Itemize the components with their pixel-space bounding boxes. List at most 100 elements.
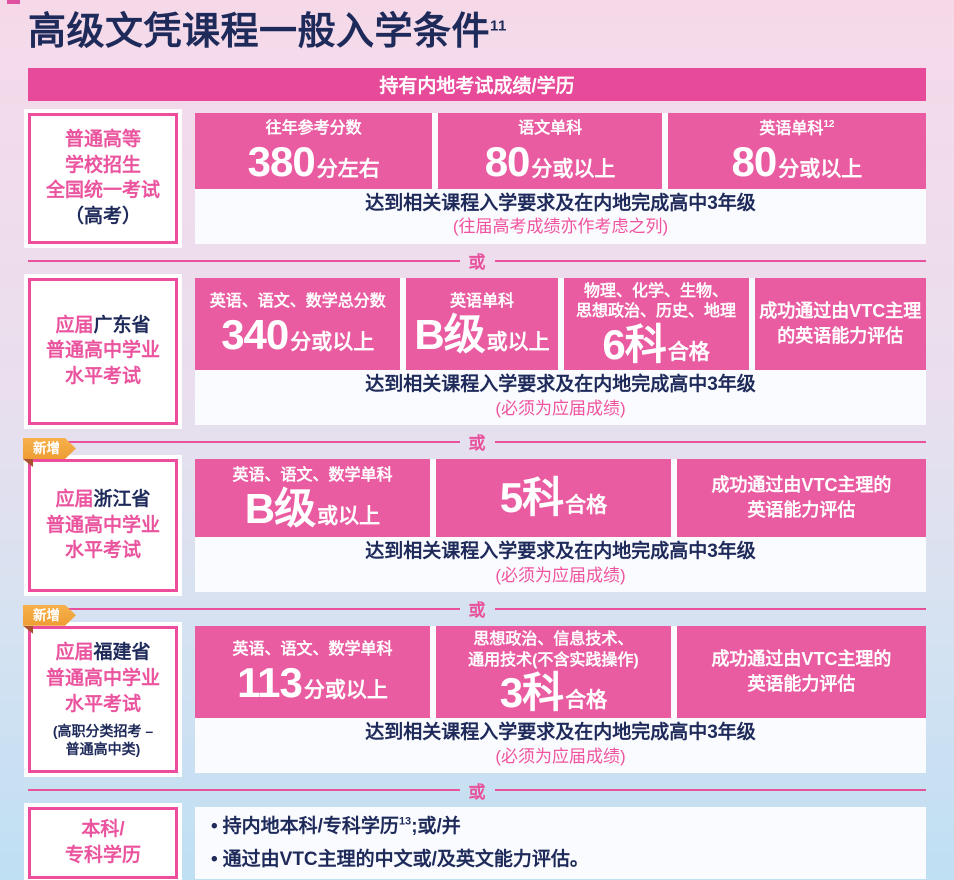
score-big: B级 xyxy=(244,484,316,532)
score-cell-value: 6科合格 xyxy=(602,324,709,366)
vtc-assessment-cell: 成功通过由VTC主理 的英语能力评估 xyxy=(754,277,926,371)
score-cell-value: 80分或以上 xyxy=(485,140,616,183)
label-line: 专科学历 xyxy=(64,845,141,867)
score-cell-value: 113分或以上 xyxy=(237,658,388,706)
vtc-text-line: 成功通过由VTC主理的 xyxy=(711,474,892,495)
vtc-text-line: 的英语能力评估 xyxy=(777,325,904,346)
gaokao-cells: 往年参考分数 380分左右 语文单科 80分或以上 英语单科12 80分或以上 xyxy=(195,112,926,189)
label-line-navy: （高考） xyxy=(64,205,141,227)
section-degree: 本科/ 专科学历 • 持内地本科/专科学历13;或/并 • 通过由VTC主理的中文或… xyxy=(28,807,926,880)
or-divider: 或 xyxy=(28,431,926,453)
label-line: 水平考试 xyxy=(64,693,141,715)
score-cell-label: 英语、语文、数学总分数 xyxy=(209,292,386,310)
label-region: 浙江省 xyxy=(93,488,151,510)
score-big: 3科 xyxy=(499,669,564,717)
label-line: 普通高中学业 xyxy=(45,340,160,362)
note-parenthetical: (往届高考成绩亦作考虑之列) xyxy=(452,217,669,237)
score-cell-label: 思想政治、历史、地理 xyxy=(576,303,737,321)
note-requirement: 达到相关课程入学要求及在内地完成高中3年级 xyxy=(365,192,756,214)
footnote-superscript: 12 xyxy=(823,119,835,131)
score-big: B级 xyxy=(414,310,485,358)
fujian-label-wrap: 新增 应届福建省 普通高中学业 水平考试 (高职分类招考 – 普通高中类) xyxy=(23,626,178,774)
score-big: 113 xyxy=(237,658,303,706)
score-suffix: 或以上 xyxy=(317,504,381,528)
or-divider: 或 xyxy=(28,598,926,620)
score-suffix: 分或以上 xyxy=(778,158,863,182)
label-sub-text: (高职分类招考 – xyxy=(52,723,154,740)
label-line: 应届广东省 xyxy=(55,313,150,339)
zhejiang-note: 达到相关课程入学要求及在内地完成高中3年级 (必须为应届成绩) xyxy=(195,537,926,592)
score-cell-subjects: 物理、化学、生物、 思想政治、历史、地理 6科合格 xyxy=(563,277,749,371)
label-line: 水平考试 xyxy=(64,366,141,388)
or-divider: 或 xyxy=(28,250,926,272)
note-parenthetical: (必须为应届成绩) xyxy=(495,747,626,767)
label-line: 普通高中学业 xyxy=(45,667,160,689)
guangdong-label-wrap: 应届广东省 普通高中学业 水平考试 xyxy=(28,277,178,425)
gaokao-label-wrap: 普通高等 学校招生 全国统一考试 （高考） xyxy=(28,112,178,244)
new-badge: 新增 xyxy=(23,438,76,459)
label-line: 普通高等 xyxy=(64,128,141,150)
corner-decoration xyxy=(7,0,20,4)
score-cell-label: 物理、化学、生物、 xyxy=(584,282,729,300)
fujian-cells: 英语、语文、数学单科 113分或以上 思想政治、信息技术、 通用技术(不含实践操… xyxy=(195,625,926,719)
section-fujian: 新增 应届福建省 普通高中学业 水平考试 (高职分类招考 – 普通高中类) 英语… xyxy=(23,625,926,774)
zhejiang-label-wrap: 新增 应届浙江省 普通高中学业 水平考试 xyxy=(23,459,178,592)
score-cell-value: B级或以上 xyxy=(244,484,381,532)
score-cell-total: 往年参考分数 380分左右 xyxy=(195,112,433,189)
fujian-note: 达到相关课程入学要求及在内地完成高中3年级 (必须为应届成绩) xyxy=(195,718,926,773)
or-label: 或 xyxy=(468,434,486,454)
label-line: 学校招生 xyxy=(64,154,141,176)
vtc-text-line: 英语能力评估 xyxy=(747,674,856,695)
score-cell-english: 英语单科12 80分或以上 xyxy=(667,112,926,189)
vtc-text-line: 成功通过由VTC主理 xyxy=(759,300,922,321)
bullet-text: 持内地本科/专科学历 xyxy=(222,815,399,837)
score-cell-label: 通用技术(不含实践操作) xyxy=(468,651,639,669)
vtc-text-line: 成功通过由VTC主理的 xyxy=(711,648,892,669)
vtc-assessment-cell: 成功通过由VTC主理的 英语能力评估 xyxy=(676,625,926,719)
note-requirement: 达到相关课程入学要求及在内地完成高中3年级 xyxy=(365,374,756,396)
note-parenthetical: (必须为应届成绩) xyxy=(495,565,626,585)
score-cell-english: 英语单科 B级或以上 xyxy=(406,277,558,371)
bullet-text-tail: ;或/并 xyxy=(411,815,461,837)
vtc-text-line: 英语能力评估 xyxy=(747,499,856,520)
score-cell-label: 语文单科 xyxy=(518,119,583,137)
score-suffix: 分或以上 xyxy=(531,157,616,181)
label-prefix: 应届 xyxy=(55,488,94,510)
divider-line xyxy=(28,607,460,610)
label-line: 全国统一考试 xyxy=(45,180,160,202)
fujian-content: 英语、语文、数学单科 113分或以上 思想政治、信息技术、 通用技术(不含实践操… xyxy=(195,625,926,774)
divider-line xyxy=(494,607,926,610)
guangdong-cells: 英语、语文、数学总分数 340分或以上 英语单科 B级或以上 物理、化学、生物、… xyxy=(195,277,926,371)
divider-line xyxy=(494,440,926,443)
gaokao-label-box: 普通高等 学校招生 全国统一考试 （高考） xyxy=(28,112,178,244)
score-big: 340 xyxy=(221,310,289,358)
or-divider: 或 xyxy=(28,779,926,802)
score-cell-label: 思想政治、信息技术、 xyxy=(473,630,634,648)
zhejiang-cells: 英语、语文、数学单科 B级或以上 5科合格 成功通过由VTC主理的 英语能力评估 xyxy=(195,458,926,537)
guangdong-label-box: 应届广东省 普通高中学业 水平考试 xyxy=(28,277,178,425)
note-parenthetical: (必须为应届成绩) xyxy=(495,398,626,418)
page-title-text: 高级文凭课程一般入学条件 xyxy=(28,11,491,53)
or-label: 或 xyxy=(468,253,486,273)
bullet-icon: • xyxy=(211,849,218,871)
footnote-superscript: 13 xyxy=(398,815,412,828)
divider-line xyxy=(28,440,460,443)
degree-content: • 持内地本科/专科学历13;或/并 • 通过由VTC主理的中文或/及英文能力评估。 xyxy=(195,807,926,880)
score-cell-label: 英语、语文、数学单科 xyxy=(232,641,393,659)
score-suffix: 合格 xyxy=(565,494,608,518)
label-prefix: 应届 xyxy=(55,642,94,664)
score-cell-value: 380分左右 xyxy=(248,140,380,183)
score-cell-value: 340分或以上 xyxy=(221,310,374,358)
score-suffix: 或以上 xyxy=(486,330,550,354)
degree-bullet-item: • 通过由VTC主理的中文或/及英文能力评估。 xyxy=(211,843,926,876)
label-region: 福建省 xyxy=(93,642,151,664)
section-zhejiang: 新增 应届浙江省 普通高中学业 水平考试 英语、语文、数学单科 B级或以上 5科… xyxy=(23,458,926,592)
section-gaokao: 普通高等 学校招生 全国统一考试 （高考） 往年参考分数 380分左右 语文单科… xyxy=(28,112,926,244)
score-big: 6科 xyxy=(602,321,666,369)
score-big: 5科 xyxy=(499,474,564,522)
gaokao-content: 往年参考分数 380分左右 语文单科 80分或以上 英语单科12 80分或以上 … xyxy=(195,112,926,244)
score-cell-total: 英语、语文、数学总分数 340分或以上 xyxy=(195,277,401,371)
gaokao-note: 达到相关课程入学要求及在内地完成高中3年级 (往届高考成绩亦作考虑之列) xyxy=(195,189,926,244)
score-cell-label: 英语、语文、数学单科 xyxy=(232,467,393,485)
